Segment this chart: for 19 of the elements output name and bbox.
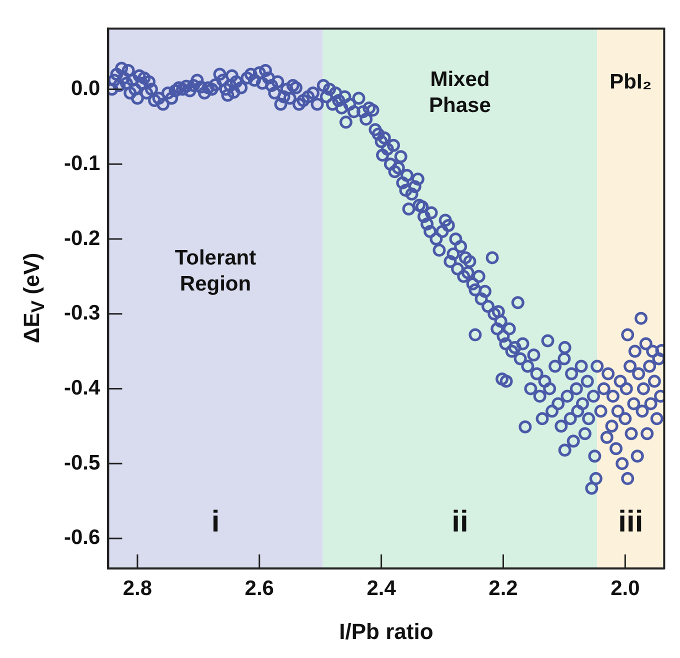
annotation: Mixed Phase (429, 68, 491, 118)
band-label: ii (452, 506, 468, 539)
x-tick-label: 2.4 (366, 576, 396, 600)
y-tick-label: -0.6 (64, 526, 100, 550)
y-tick-label: -0.5 (64, 451, 101, 474)
y-tick-label: -0.1 (64, 152, 101, 175)
band-label: iii (618, 506, 644, 539)
x-axis-title: I/Pb ratio (339, 618, 434, 644)
y-tick-label: -0.4 (64, 376, 101, 400)
x-tick-label: 2.2 (488, 576, 518, 600)
x-tick-label: 2.8 (122, 576, 152, 600)
x-tick-label: 2.0 (610, 576, 640, 600)
y-tick-label: -0.2 (64, 226, 100, 250)
annotation: PbI₂ (610, 70, 652, 94)
y-tick-label: -0.3 (64, 302, 100, 325)
x-tick-label: 2.6 (244, 576, 274, 600)
annotation: Tolerant Region (174, 246, 256, 296)
y-tick-label: 0.0 (70, 77, 100, 100)
band-label: i (211, 506, 220, 539)
